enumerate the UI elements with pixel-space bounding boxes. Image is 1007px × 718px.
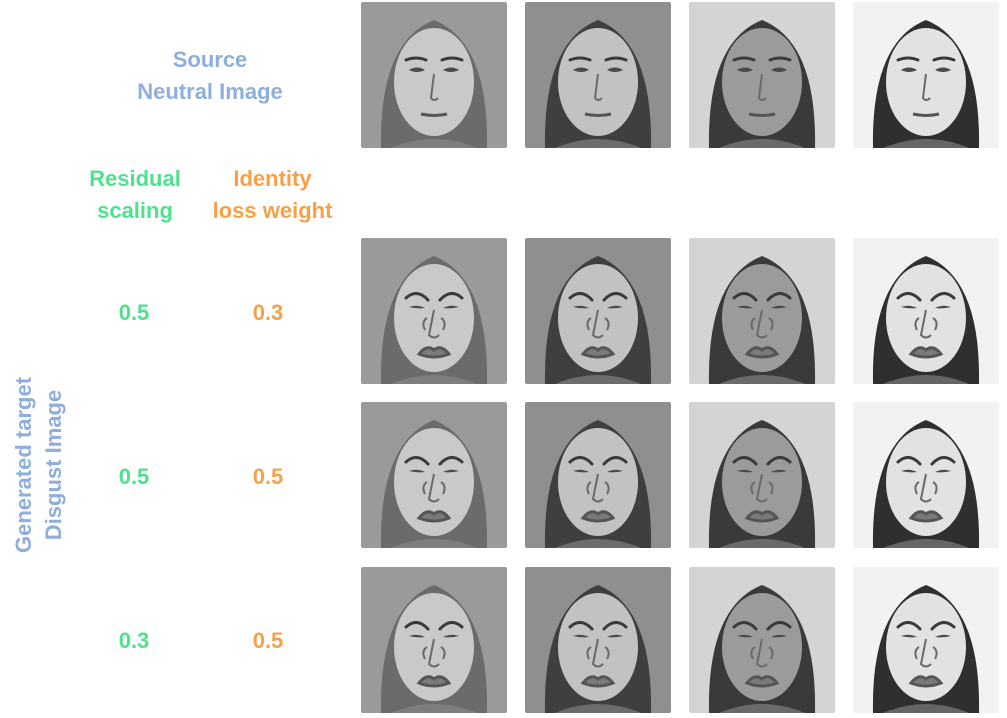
generated-disgust-face-r2-c1	[361, 402, 507, 548]
identity-label-line2: loss weight	[212, 198, 333, 223]
generated-disgust-face-r1-c4	[853, 238, 999, 384]
residual-label-line1: Residual	[89, 166, 181, 191]
identity-loss-weight-label: Identity loss weight	[195, 163, 350, 227]
generated-disgust-face-r1-c2	[525, 238, 671, 384]
generated-disgust-face-r3-c3	[689, 567, 835, 713]
source-label-line2: Neutral Image	[137, 79, 283, 104]
vertical-label-line2: Disgust Image	[41, 389, 66, 541]
source-neutral-face-4	[853, 2, 999, 148]
generated-disgust-face-r3-c1	[361, 567, 507, 713]
row2-identity-value: 0.5	[252, 464, 284, 489]
generated-disgust-face-r3-c4	[853, 567, 999, 713]
generated-disgust-face-r2-c4	[853, 402, 999, 548]
source-neutral-label: Source Neutral Image	[105, 44, 315, 108]
source-neutral-face-1	[361, 2, 507, 148]
row2-residual-value: 0.5	[118, 464, 150, 489]
source-neutral-face-3	[689, 2, 835, 148]
residual-label-line2: scaling	[97, 198, 173, 223]
generated-disgust-face-r1-c1	[361, 238, 507, 384]
source-neutral-face-2	[525, 2, 671, 148]
generated-disgust-face-r2-c2	[525, 402, 671, 548]
row1-identity-value: 0.3	[252, 300, 284, 325]
row1-residual-value: 0.5	[118, 300, 150, 325]
generated-target-label: Generated target Disgust Image	[4, 350, 74, 580]
source-label-line1: Source	[172, 47, 248, 72]
generated-disgust-face-r1-c3	[689, 238, 835, 384]
generated-disgust-face-r3-c2	[525, 567, 671, 713]
residual-scaling-label: Residual scaling	[70, 163, 200, 227]
row3-residual-value: 0.3	[118, 628, 150, 653]
vertical-label-line1: Generated target	[11, 376, 36, 554]
generated-disgust-face-r2-c3	[689, 402, 835, 548]
identity-label-line1: Identity	[233, 166, 312, 191]
row3-identity-value: 0.5	[252, 628, 284, 653]
